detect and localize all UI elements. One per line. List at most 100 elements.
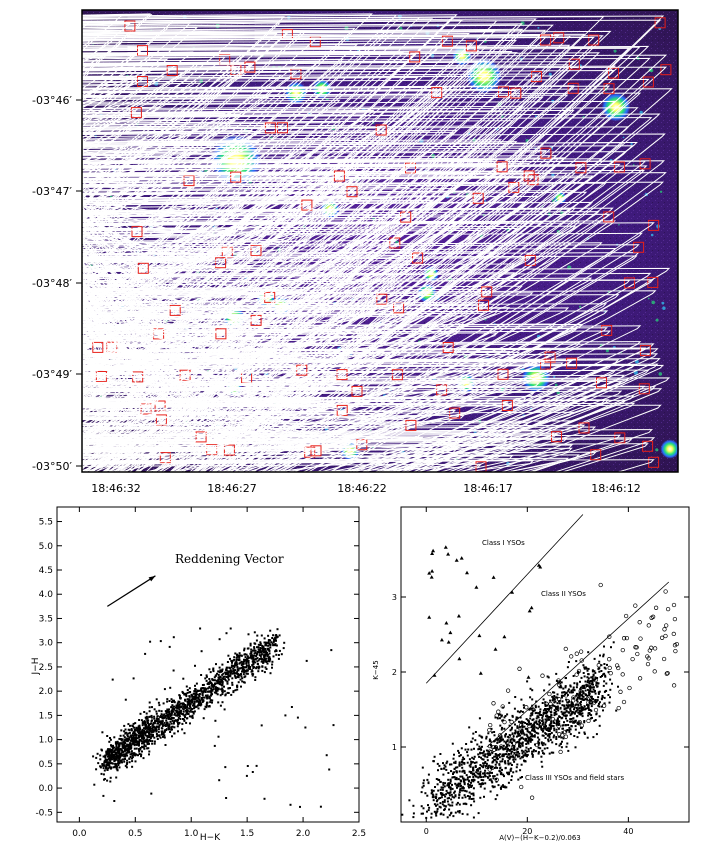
cc-point — [272, 655, 275, 658]
av-open-point — [563, 734, 569, 739]
av-point — [430, 816, 433, 819]
av-point — [521, 741, 524, 744]
cc-point — [185, 721, 188, 724]
cc-point — [124, 749, 127, 752]
av-point — [518, 726, 521, 729]
av-point — [427, 781, 430, 784]
cc-point — [145, 717, 148, 720]
cc-point — [138, 726, 141, 729]
av-point — [587, 679, 590, 682]
cc-point — [177, 705, 180, 707]
cc-point — [186, 706, 189, 709]
cc-point — [239, 654, 241, 657]
av-point — [588, 712, 591, 714]
cc-point — [221, 689, 224, 692]
cc-point — [165, 714, 168, 717]
cc-point — [144, 723, 147, 726]
av-point — [596, 685, 599, 688]
av-point — [587, 673, 590, 676]
av-point — [479, 752, 482, 755]
av-open-point — [596, 663, 601, 668]
av-point — [516, 748, 519, 751]
av-point — [524, 753, 527, 756]
av-open-point — [546, 726, 552, 732]
av-point — [473, 800, 476, 803]
sky-yso-box — [131, 226, 143, 238]
cc-point — [126, 735, 129, 738]
cc-point — [256, 660, 259, 663]
av-open-point — [519, 784, 524, 790]
cc-point — [249, 642, 252, 645]
cc-y-tick-label: -0.5 — [35, 808, 53, 818]
av-point — [580, 710, 583, 713]
av-point — [582, 707, 585, 710]
cc-point — [185, 711, 188, 714]
cc-point — [187, 699, 190, 702]
av-point — [525, 733, 528, 736]
av-open-point — [637, 676, 643, 681]
cc-point — [103, 760, 106, 763]
av-point — [445, 768, 448, 771]
av-point — [488, 778, 491, 781]
av-class-i-point — [510, 590, 515, 594]
av-point — [473, 747, 475, 750]
cc-point — [138, 729, 141, 732]
cc-point — [95, 768, 98, 771]
av-point — [591, 716, 593, 719]
cc-point — [179, 702, 182, 705]
av-point — [451, 804, 454, 807]
av-point — [456, 801, 459, 804]
sky-yso-box — [642, 76, 654, 88]
cc-point — [264, 650, 267, 653]
cc-point — [256, 646, 258, 649]
cc-outlier-point — [332, 724, 335, 727]
cc-point — [106, 769, 109, 771]
av-point — [524, 727, 527, 730]
cc-point — [268, 652, 271, 655]
av-open-point — [664, 671, 669, 676]
av-point — [575, 703, 578, 706]
cc-x-tick-label: 1.0 — [184, 829, 199, 839]
av-point — [452, 771, 455, 774]
av-point — [512, 746, 515, 749]
av-point — [494, 798, 497, 801]
av-point — [465, 803, 468, 806]
cc-point — [150, 731, 153, 734]
sky-yso-box — [230, 171, 242, 183]
cc-point — [240, 675, 243, 678]
av-open-point — [496, 709, 501, 714]
av-point — [519, 757, 522, 760]
cc-x-tick-label: 0.5 — [128, 829, 142, 839]
cc-point — [217, 681, 220, 683]
cc-point — [221, 673, 224, 676]
av-point — [469, 765, 472, 768]
av-open-point — [589, 679, 594, 685]
cc-point — [267, 639, 270, 642]
cc-point — [135, 747, 138, 750]
av-open-point — [544, 701, 549, 706]
cc-point — [119, 752, 122, 755]
av-point — [481, 745, 483, 748]
cc-point — [230, 693, 233, 696]
cc-point — [209, 680, 212, 683]
av-point — [593, 657, 596, 660]
cc-point — [125, 752, 128, 755]
cc-point — [193, 701, 196, 703]
cc-point — [265, 660, 268, 663]
av-point — [436, 783, 439, 786]
av-point — [542, 698, 545, 701]
av-point — [482, 764, 485, 767]
av-point — [588, 692, 591, 695]
cc-point — [234, 689, 237, 692]
av-point — [547, 676, 550, 679]
cc-point — [180, 709, 183, 712]
cc-point — [252, 657, 255, 659]
cc-point — [265, 642, 268, 645]
av-point — [570, 725, 573, 728]
cc-point — [120, 729, 123, 732]
cc-point — [221, 690, 224, 693]
cc-point — [255, 667, 258, 670]
av-point — [550, 720, 553, 723]
cc-point — [245, 659, 248, 662]
av-point — [601, 705, 603, 708]
